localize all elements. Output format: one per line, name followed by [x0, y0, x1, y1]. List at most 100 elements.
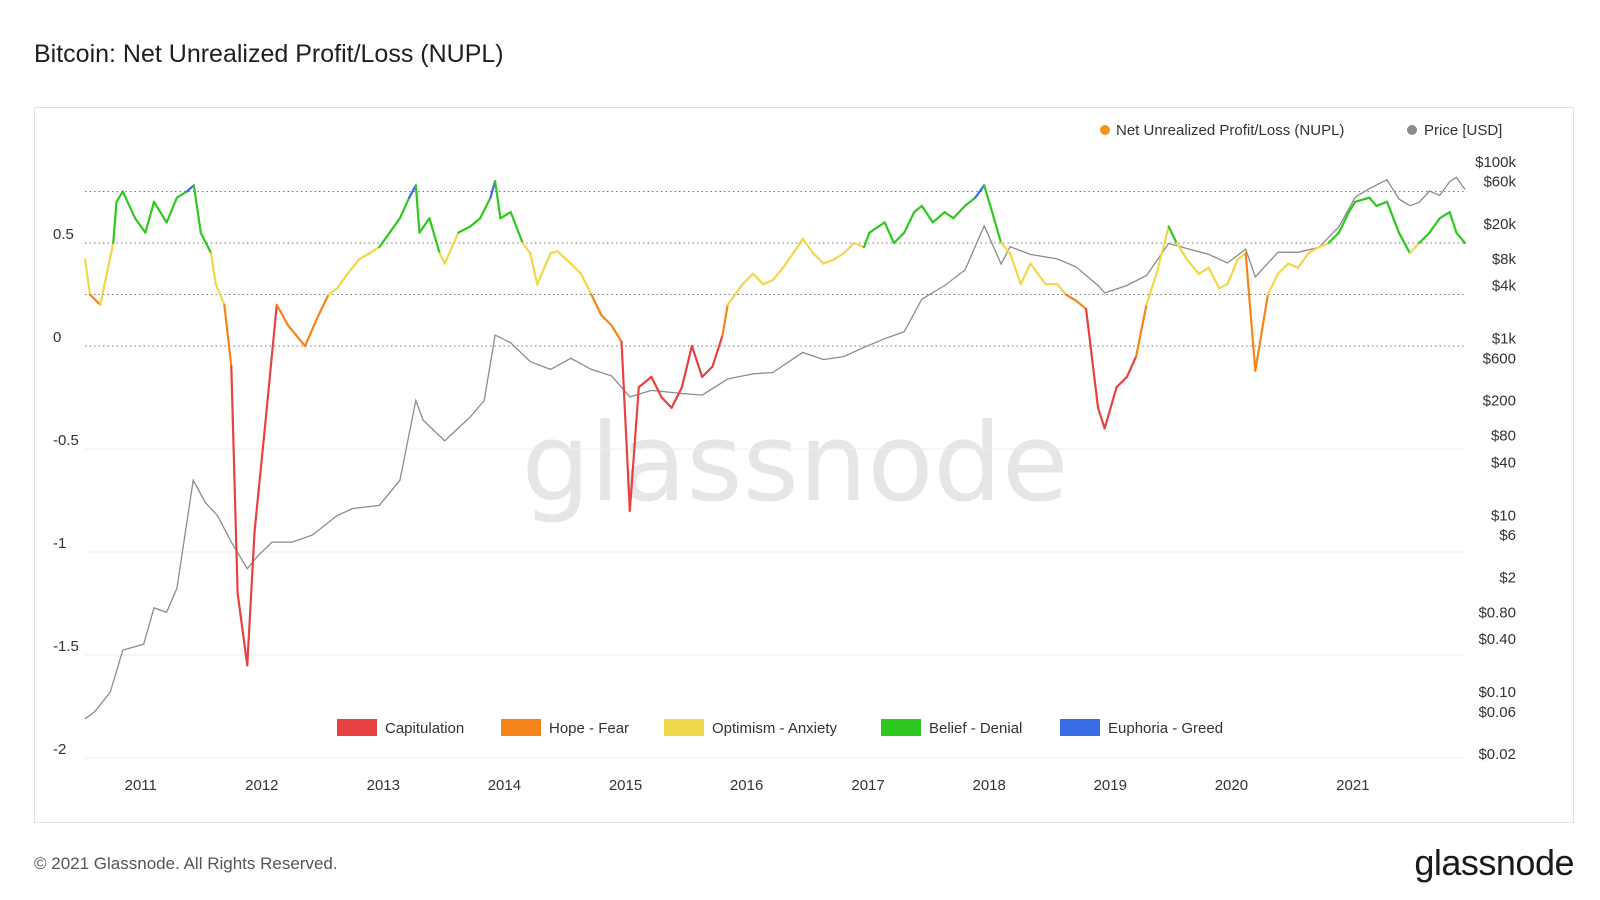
- nupl-segment: [1167, 225, 1178, 245]
- nupl-segment: [327, 287, 339, 296]
- nupl-segment: [1135, 303, 1148, 358]
- x-tick-label: 2019: [1094, 777, 1127, 794]
- nupl-segment: [812, 252, 825, 265]
- nupl-segment: [832, 252, 845, 261]
- nupl-segment: [762, 278, 774, 286]
- glassnode-logo: glassnode: [1414, 842, 1574, 883]
- nupl-segment: [1347, 200, 1357, 214]
- nupl-segment: [1266, 272, 1279, 296]
- nupl-segment: [286, 324, 307, 348]
- nupl-segment: [418, 217, 431, 234]
- nupl-segment: [701, 365, 714, 378]
- nupl-segment: [721, 303, 729, 337]
- x-tick-label: 2016: [730, 777, 763, 794]
- nupl-segment: [223, 303, 233, 368]
- left-axis: 0.5 0 -0.5 -1 -1.5 -2: [53, 226, 79, 758]
- nupl-segment: [952, 204, 967, 220]
- nupl-segment: [83, 258, 92, 296]
- nupl-segment: [185, 184, 195, 193]
- zone-label: Euphoria - Greed: [1108, 720, 1223, 737]
- left-tick-label: 0: [53, 329, 61, 346]
- nupl-segment: [1096, 406, 1106, 430]
- nupl-segment: [144, 200, 156, 234]
- nupl-segment: [1418, 231, 1431, 245]
- nupl-segment: [1375, 200, 1389, 208]
- nupl-segment: [822, 258, 835, 265]
- nupl-segment: [1368, 196, 1378, 208]
- zone-label: Hope - Fear: [549, 720, 629, 737]
- x-tick-label: 2020: [1215, 777, 1248, 794]
- nupl-segment: [1125, 355, 1138, 378]
- legend-zones: Capitulation Hope - Fear Optimism - Anxiet…: [337, 719, 1223, 737]
- legend-label: Net Unrealized Profit/Loss (NUPL): [1116, 122, 1344, 139]
- nupl-segment: [336, 272, 349, 290]
- nupl-segment: [771, 266, 785, 282]
- price-series: [84, 176, 1466, 720]
- chart-frame: glassnode 0.5 0 -0.5 -1 -1.5 -2 $100k $60k $20k…: [34, 107, 1574, 823]
- nupl-segment: [991, 210, 1003, 245]
- nupl-segment: [1175, 241, 1189, 261]
- legend-marker: [1407, 125, 1417, 135]
- right-tick-label: $20k: [1483, 216, 1516, 233]
- nupl-segment: [199, 231, 213, 255]
- nupl-segment: [920, 204, 934, 224]
- nupl-segment: [1438, 210, 1451, 220]
- nupl-segment: [1019, 262, 1032, 286]
- nupl-segment: [931, 210, 946, 224]
- legend-marker: [1100, 125, 1110, 135]
- nupl-segment: [1448, 210, 1458, 234]
- left-tick-label: -1: [53, 535, 66, 552]
- nupl-segment: [963, 196, 977, 208]
- nupl-segment: [1307, 246, 1320, 255]
- nupl-segment: [1064, 293, 1078, 302]
- nupl-segment: [1056, 283, 1067, 296]
- nupl-segment: [610, 324, 623, 343]
- right-tick-label: $100k: [1475, 154, 1516, 171]
- nupl-segment: [1155, 225, 1170, 275]
- nupl-segment: [1354, 196, 1371, 203]
- x-tick-label: 2017: [851, 777, 884, 794]
- nupl-segment: [620, 340, 631, 512]
- x-tick-label: 2015: [609, 777, 642, 794]
- nupl-segment: [660, 396, 673, 409]
- nupl-segment: [509, 210, 524, 245]
- nupl-segment: [1103, 386, 1118, 430]
- nupl-segment: [974, 184, 986, 199]
- nupl-segment: [303, 314, 320, 348]
- right-tick-label: $8k: [1492, 251, 1517, 268]
- left-tick-label: 0.5: [53, 226, 74, 243]
- nupl-segment: [253, 427, 266, 533]
- nupl-segment: [1029, 262, 1047, 286]
- guide-lines: [85, 191, 1465, 759]
- nupl-segment: [983, 184, 994, 214]
- nupl-segment: [521, 241, 532, 255]
- nupl-segment: [628, 386, 640, 512]
- zone-label: Optimism - Anxiety: [712, 720, 838, 737]
- right-tick-label: $40: [1491, 454, 1516, 471]
- x-axis: 2011 2012 2013 2014 2015 2016 2017 2018 2019 2020…: [125, 777, 1370, 794]
- nupl-segment: [1000, 241, 1012, 255]
- nupl-segment: [479, 196, 492, 220]
- right-tick-label: $0.40: [1478, 631, 1516, 648]
- nupl-segment: [1075, 299, 1088, 311]
- nupl-segment: [1455, 231, 1467, 245]
- nupl-segment: [438, 252, 446, 265]
- nupl-segment: [489, 180, 497, 199]
- nupl-segment: [569, 262, 583, 275]
- nupl-segment: [600, 314, 613, 327]
- nupl-segment: [1317, 241, 1330, 249]
- zone-label: Belief - Denial: [929, 720, 1022, 737]
- nupl-segment: [398, 196, 411, 220]
- right-tick-label: $2: [1499, 569, 1516, 586]
- left-tick-label: -2: [53, 741, 66, 758]
- x-tick-label: 2013: [367, 777, 400, 794]
- nupl-chart: glassnode 0.5 0 -0.5 -1 -1.5 -2 $100k $60k $20k…: [53, 122, 1517, 794]
- nupl-segment: [1287, 262, 1300, 269]
- nupl-segment: [368, 246, 381, 255]
- nupl-segment: [1197, 266, 1210, 275]
- nupl-segment: [457, 225, 472, 234]
- nupl-segment: [1115, 375, 1128, 389]
- nupl-segment: [428, 217, 441, 255]
- legend-label: Price [USD]: [1424, 122, 1502, 139]
- nupl-segment: [862, 231, 871, 249]
